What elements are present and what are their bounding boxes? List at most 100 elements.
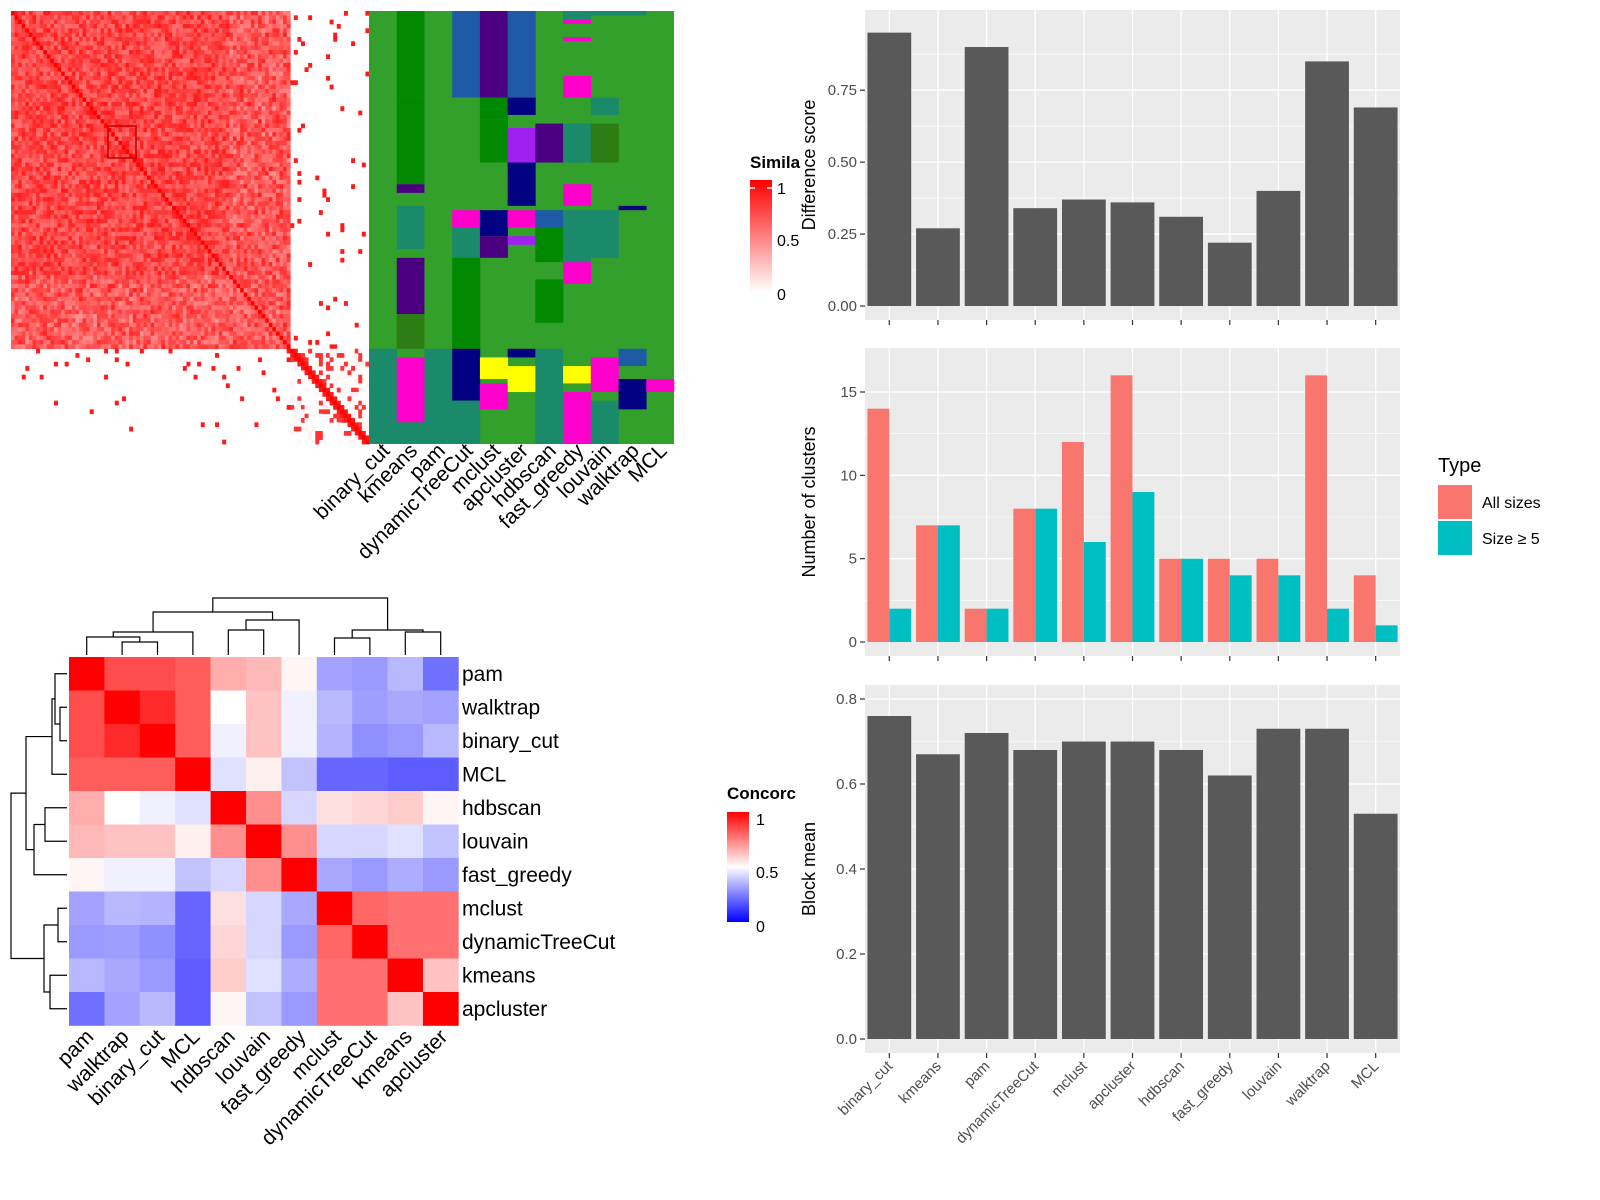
similarity-cell [75, 58, 80, 64]
similarity-cell [93, 175, 98, 181]
similarity-cell [161, 88, 166, 94]
similarity-cell [50, 279, 55, 285]
similarity-cell [100, 32, 105, 38]
similarity-cell [104, 240, 109, 246]
similarity-cell [100, 15, 105, 21]
similarity-cell [168, 71, 173, 77]
similarity-cell [132, 175, 137, 181]
similarity-cell [229, 275, 234, 280]
similarity-cell [279, 36, 284, 42]
similarity-cell [86, 175, 91, 181]
similarity-cell [240, 227, 245, 233]
similarity-cell [207, 28, 212, 34]
similarity-cell [75, 223, 80, 228]
similarity-cell [104, 188, 109, 194]
similarity-cell [190, 71, 194, 77]
similarity-cell [139, 257, 144, 263]
similarity-cell [365, 28, 370, 34]
similarity-cell [147, 36, 152, 42]
similarity-cell [79, 218, 83, 224]
similarity-cell [197, 114, 202, 120]
similarity-cell [193, 93, 198, 98]
similarity-cell [168, 218, 173, 224]
similarity-cell [254, 270, 259, 276]
similarity-cell [100, 175, 105, 181]
similarity-cell [247, 262, 252, 267]
similarity-cell [182, 279, 187, 285]
similarity-cell [150, 175, 155, 181]
similarity-cell [258, 45, 262, 51]
similarity-cell [175, 270, 180, 276]
similarity-cell [79, 71, 83, 77]
similarity-cell [139, 132, 144, 137]
similarity-cell [157, 201, 162, 207]
similarity-cell [93, 270, 98, 276]
similarity-cell [28, 110, 33, 116]
similarity-cell [132, 145, 137, 150]
similarity-cell [318, 210, 323, 215]
similarity-cell [232, 227, 237, 233]
similarity-cell [118, 88, 123, 94]
similarity-cell [207, 262, 212, 267]
similarity-cell [25, 62, 30, 68]
similarity-cell [21, 106, 26, 111]
similarity-cell [118, 80, 123, 86]
similarity-cell [186, 45, 191, 51]
similarity-cell [100, 110, 105, 116]
similarity-cell [14, 158, 19, 163]
similarity-cell [147, 231, 152, 237]
similarity-cell [53, 188, 58, 194]
similarity-cell [18, 106, 23, 111]
similarity-cell [150, 149, 155, 155]
similarity-cell [275, 19, 280, 25]
similarity-cell [143, 171, 148, 176]
similarity-cell [197, 23, 202, 29]
similarity-cell [121, 71, 126, 77]
similarity-cell [197, 88, 202, 94]
similarity-cell [68, 257, 73, 263]
similarity-cell [154, 132, 159, 137]
similarity-cell [222, 106, 227, 111]
similarity-cell [207, 166, 212, 172]
similarity-cell [68, 166, 73, 172]
similarity-cell [193, 15, 198, 21]
similarity-cell [258, 244, 262, 250]
similarity-cell [50, 54, 55, 60]
similarity-cell [18, 136, 23, 142]
similarity-cell [53, 175, 58, 181]
similarity-cell [150, 45, 155, 51]
similarity-cell [182, 127, 187, 133]
similarity-cell [18, 114, 23, 120]
similarity-cell [193, 62, 198, 68]
similarity-cell [222, 279, 227, 285]
similarity-cell [154, 32, 159, 38]
similarity-cell [14, 236, 19, 241]
similarity-cell [172, 214, 177, 220]
similarity-cell [25, 197, 30, 202]
similarity-cell [50, 214, 55, 220]
similarity-cell [215, 192, 220, 198]
similarity-cell [114, 11, 119, 16]
similarity-cell [114, 197, 119, 202]
similarity-cell [86, 58, 91, 64]
similarity-cell [129, 227, 134, 233]
similarity-cell [79, 97, 83, 103]
similarity-cell [147, 88, 152, 94]
similarity-cell [43, 153, 48, 159]
similarity-cell [136, 262, 141, 267]
similarity-cell [179, 240, 184, 246]
similarity-cell [86, 227, 91, 233]
similarity-cell [240, 201, 245, 207]
similarity-cell [39, 23, 44, 29]
similarity-cell [204, 58, 209, 64]
similarity-cell [254, 153, 259, 159]
similarity-cell [236, 188, 241, 194]
similarity-cell [261, 127, 266, 133]
similarity-cell [182, 36, 187, 42]
similarity-cell [150, 162, 155, 168]
similarity-cell [150, 214, 155, 220]
similarity-cell [215, 145, 220, 150]
similarity-cell [297, 36, 302, 42]
similarity-cell [147, 145, 152, 150]
similarity-cell [39, 205, 44, 211]
